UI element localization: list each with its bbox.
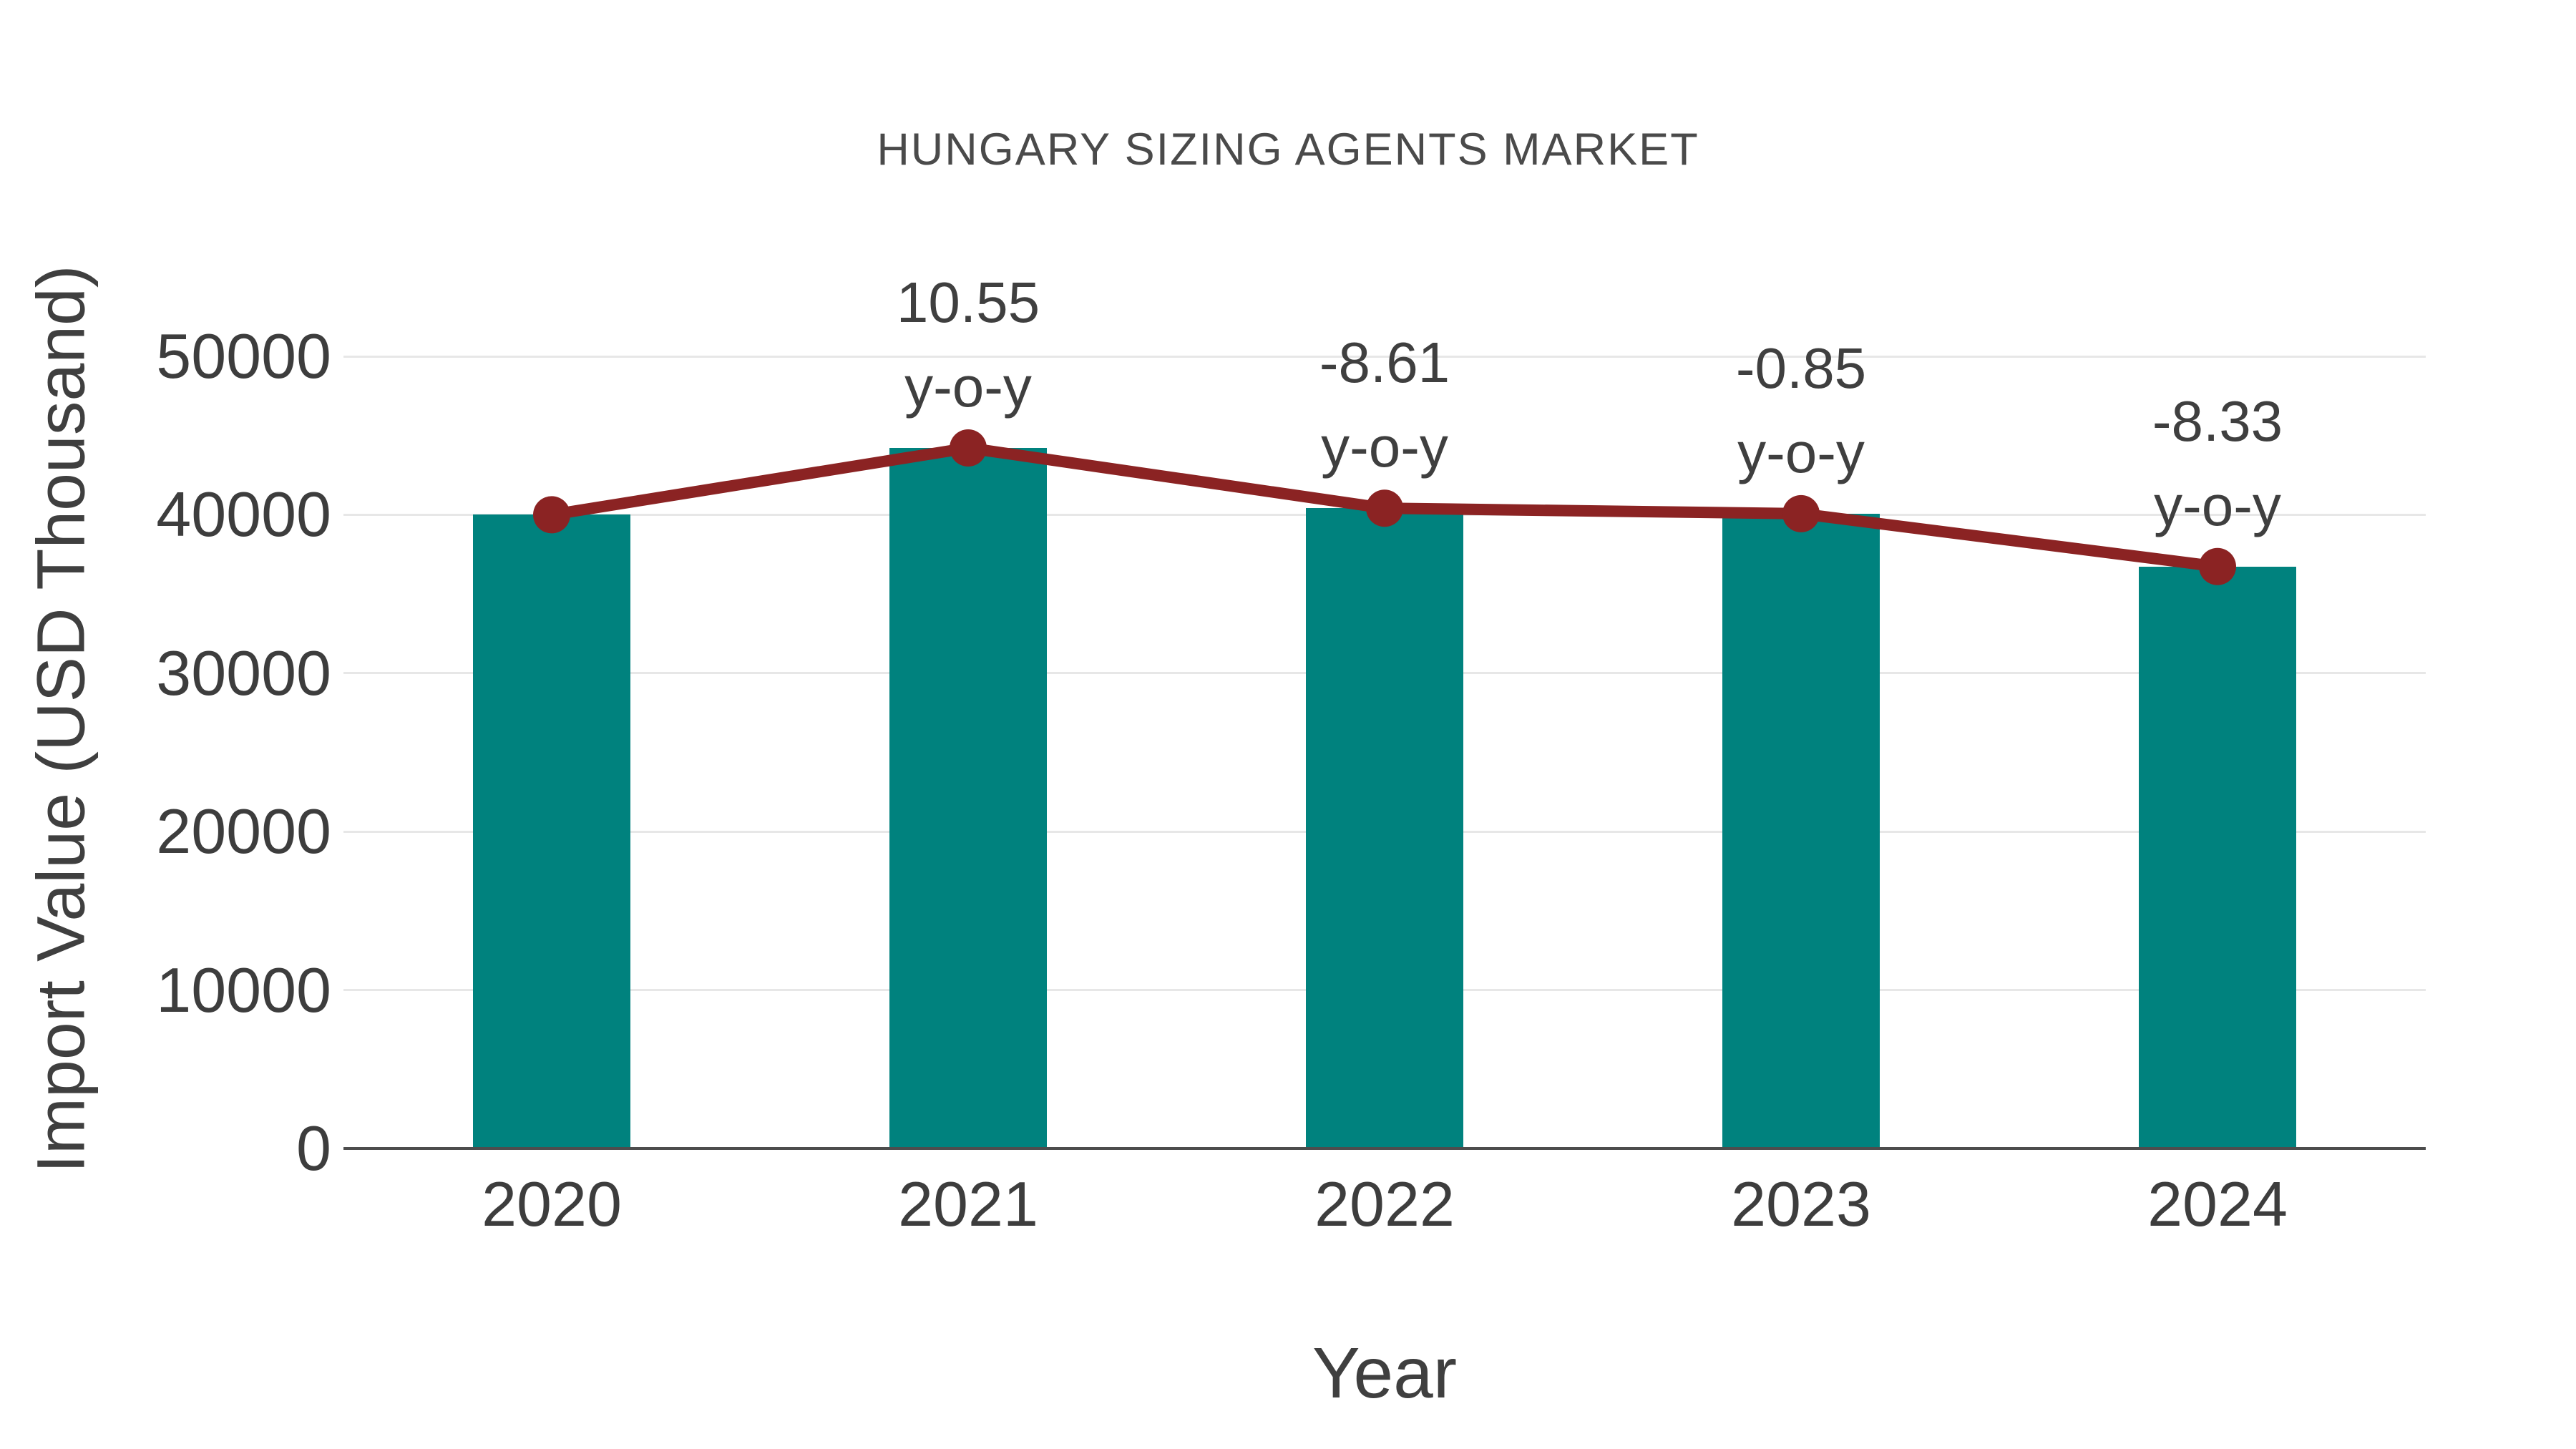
trend-marker-2022[interactable] bbox=[1366, 489, 1403, 527]
yoy-annotation-2022: -8.61 y-o-y bbox=[1319, 321, 1450, 489]
trend-marker-2023[interactable] bbox=[1782, 494, 1820, 532]
yoy-value: -8.61 bbox=[1319, 331, 1450, 395]
y-tick-label: 20000 bbox=[156, 796, 331, 867]
x-axis-line bbox=[343, 1147, 2426, 1150]
yoy-value: -8.33 bbox=[2152, 389, 2283, 453]
trend-marker-2020[interactable] bbox=[533, 496, 570, 534]
yoy-annotation-2023: -0.85 y-o-y bbox=[1736, 326, 1866, 495]
y-tick-label: 0 bbox=[296, 1113, 331, 1184]
x-tick-label-2020: 2020 bbox=[482, 1169, 622, 1239]
chart-title: HUNGARY SIZING AGENTS MARKET bbox=[877, 125, 1699, 175]
x-axis-title: Year bbox=[1312, 1333, 1458, 1413]
y-tick-label: 10000 bbox=[156, 954, 331, 1025]
trend-marker-2024[interactable] bbox=[2199, 547, 2236, 585]
gridline-y50000 bbox=[343, 355, 2426, 358]
bar-2020[interactable] bbox=[473, 514, 630, 1148]
bar-2021[interactable] bbox=[889, 447, 1047, 1148]
bar-2024[interactable] bbox=[2139, 566, 2296, 1148]
trend-marker-2021[interactable] bbox=[950, 429, 987, 467]
yoy-annotation-2021: 10.55 y-o-y bbox=[897, 260, 1040, 429]
bar-2023[interactable] bbox=[1722, 513, 1880, 1148]
bar-2022[interactable] bbox=[1306, 508, 1463, 1148]
yoy-label: y-o-y bbox=[1321, 415, 1448, 479]
yoy-label: y-o-y bbox=[2154, 473, 2281, 537]
yoy-value: 10.55 bbox=[896, 270, 1040, 334]
yoy-label: y-o-y bbox=[1737, 420, 1865, 484]
y-tick-label: 40000 bbox=[156, 479, 331, 550]
y-tick-label: 30000 bbox=[156, 637, 331, 708]
yoy-value: -0.85 bbox=[1735, 336, 1867, 400]
x-tick-label-2022: 2022 bbox=[1314, 1169, 1455, 1239]
x-tick-label-2023: 2023 bbox=[1731, 1169, 1871, 1239]
yoy-annotation-2024: -8.33 y-o-y bbox=[2152, 379, 2283, 548]
x-tick-label-2021: 2021 bbox=[898, 1169, 1038, 1239]
y-tick-label: 50000 bbox=[156, 321, 331, 391]
yoy-label: y-o-y bbox=[904, 354, 1032, 419]
x-tick-label-2024: 2024 bbox=[2147, 1169, 2288, 1239]
